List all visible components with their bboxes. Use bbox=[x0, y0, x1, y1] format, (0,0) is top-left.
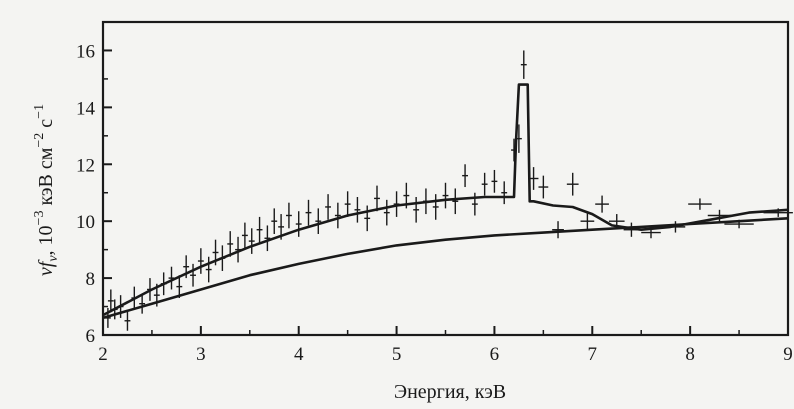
data-point bbox=[212, 239, 219, 266]
data-point bbox=[623, 222, 640, 237]
model-line-continuum bbox=[102, 217, 789, 320]
y-tick-label: 14 bbox=[76, 98, 96, 119]
data-point bbox=[305, 199, 312, 226]
data-point bbox=[248, 228, 255, 254]
x-tick-label: 9 bbox=[783, 344, 793, 365]
y-tick-label: 10 bbox=[76, 212, 95, 233]
y-tick-label: 6 bbox=[86, 326, 96, 347]
data-point bbox=[278, 214, 285, 240]
data-point bbox=[432, 194, 439, 220]
y-tick-label: 8 bbox=[86, 269, 96, 290]
data-point bbox=[501, 181, 508, 205]
data-point bbox=[354, 196, 361, 223]
data-point bbox=[511, 138, 517, 162]
x-tick-label: 8 bbox=[685, 344, 695, 365]
data-point bbox=[520, 50, 527, 79]
data-point bbox=[491, 169, 498, 193]
data-point bbox=[422, 188, 429, 215]
data-point bbox=[111, 299, 118, 320]
data-point bbox=[168, 266, 175, 290]
data-point bbox=[515, 124, 522, 153]
data-point bbox=[227, 231, 234, 257]
data-point bbox=[183, 255, 190, 279]
data-point bbox=[688, 198, 712, 210]
data-point bbox=[580, 212, 595, 230]
data-point bbox=[608, 214, 625, 229]
data-point bbox=[241, 222, 248, 249]
x-tick-label: 4 bbox=[294, 344, 304, 365]
data-point bbox=[139, 293, 146, 314]
data-point bbox=[325, 194, 332, 220]
data-point bbox=[344, 191, 351, 217]
data-point bbox=[295, 211, 302, 237]
data-point bbox=[264, 225, 271, 252]
data-point bbox=[334, 202, 341, 229]
data-point bbox=[235, 236, 241, 263]
data-point bbox=[271, 208, 278, 234]
data-point bbox=[471, 192, 478, 216]
data-point bbox=[552, 221, 564, 239]
data-point bbox=[595, 195, 609, 213]
data-point bbox=[107, 289, 114, 313]
data-point bbox=[538, 175, 549, 199]
data-point bbox=[205, 256, 212, 283]
x-tick-label: 7 bbox=[588, 344, 598, 365]
data-point bbox=[374, 185, 380, 212]
plot-area bbox=[102, 50, 793, 331]
data-point bbox=[153, 283, 160, 307]
y-tick-label: 16 bbox=[76, 41, 95, 62]
data-point bbox=[462, 164, 469, 188]
data-point bbox=[176, 275, 183, 299]
data-point bbox=[124, 310, 131, 331]
data-point bbox=[724, 219, 754, 229]
data-point bbox=[452, 188, 459, 215]
data-point bbox=[383, 199, 390, 226]
data-point bbox=[197, 248, 204, 274]
x-tick-label: 3 bbox=[196, 344, 206, 365]
data-point bbox=[190, 263, 196, 287]
data-point bbox=[256, 216, 263, 243]
data-point bbox=[413, 196, 420, 223]
data-point bbox=[117, 295, 124, 318]
data-point bbox=[442, 182, 449, 209]
data-point bbox=[566, 172, 579, 196]
data-point bbox=[315, 208, 322, 234]
data-point bbox=[393, 191, 400, 217]
axes: 2 3 4 5 6 7 8 9 6 8 10 12 14 16 bbox=[76, 20, 793, 365]
data-point bbox=[219, 245, 226, 271]
data-point bbox=[641, 226, 661, 239]
data-point bbox=[665, 221, 686, 233]
x-tick-label: 5 bbox=[392, 344, 402, 365]
x-tick-label: 2 bbox=[98, 344, 108, 365]
x-axis-title: Энергия, кэВ bbox=[394, 381, 506, 403]
data-point bbox=[528, 167, 539, 190]
data-point bbox=[481, 172, 488, 196]
data-point bbox=[160, 272, 167, 296]
data-point bbox=[131, 286, 138, 310]
y-axis-title: νfν, 10−3 кэВ см−2 с−1 bbox=[32, 104, 61, 276]
data-point bbox=[104, 307, 111, 328]
data-point bbox=[147, 278, 153, 301]
data-point bbox=[403, 182, 410, 209]
y-tick-label: 12 bbox=[76, 155, 95, 176]
x-tick-label: 6 bbox=[490, 344, 500, 365]
data-point bbox=[285, 202, 292, 229]
data-point bbox=[707, 209, 732, 222]
data-point bbox=[364, 205, 371, 232]
